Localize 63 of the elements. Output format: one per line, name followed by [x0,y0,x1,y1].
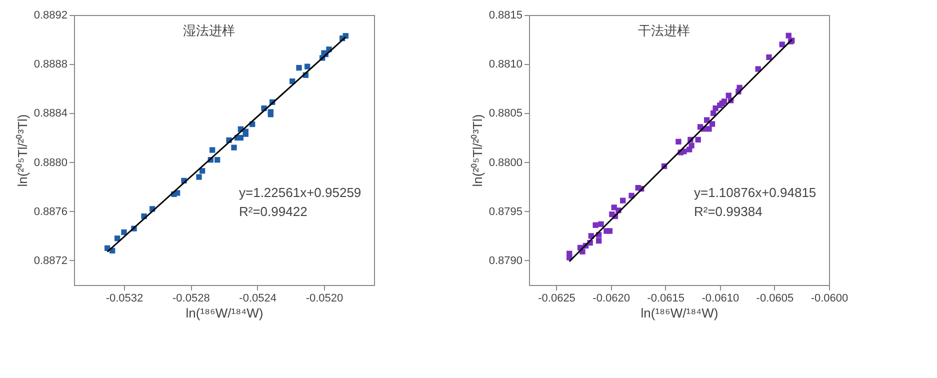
point [196,174,202,180]
x-tick-label: -0.0600 [810,292,848,304]
x-tick-label: -0.0615 [647,292,685,304]
x-tick-label: -0.0520 [306,292,344,304]
point [695,136,701,143]
x-tick-label: -0.0532 [106,292,144,304]
point [242,128,248,134]
point [214,156,220,163]
y-tick-label: 0.8805 [488,108,522,120]
point [121,229,127,236]
point [706,126,712,132]
y-tick-label: 0.8884 [34,108,68,120]
y-axis-title: ln(²⁰⁵Tl/²⁰³Tl) [470,114,485,187]
annotation: y=1.10876x+0.94815 [694,185,816,200]
point [268,112,274,118]
x-tick-label: -0.0620 [592,292,630,304]
point [779,42,785,48]
point [704,117,710,123]
point [709,121,716,127]
point [620,198,626,204]
x-tick-label: -0.0610 [702,292,740,304]
annotation: y=1.22561x+0.95259 [239,185,362,200]
point [688,142,694,148]
point [721,98,728,104]
annotation: R²=0.99422 [239,204,308,220]
point [231,144,237,150]
point [210,147,216,153]
x-tick-label: -0.0625 [538,292,576,304]
point [766,54,772,60]
point [726,92,732,98]
text: 湿法进样 [183,24,235,39]
y-tick-label: 0.8872 [34,254,68,267]
y-tick-label: 0.8800 [488,156,522,169]
point [606,228,613,234]
point [596,238,602,244]
point [755,66,761,72]
x-tick-label: -0.0528 [172,292,210,304]
x-tick-label: -0.0605 [756,292,794,304]
point [736,84,742,90]
point [598,221,604,227]
point [681,148,687,154]
x-tick-label: -0.0524 [239,292,276,304]
point [238,134,244,141]
text: 干法进样 [638,24,690,39]
y-tick-label: 0.8880 [34,156,68,169]
x-axis-title: ln(¹⁸⁶W/¹⁸⁴W) [640,306,718,320]
annotation: R²=0.99384 [694,204,762,220]
y-tick-label: 0.8892 [34,10,68,22]
y-tick-label: 0.8815 [488,10,522,22]
y-tick-label: 0.8888 [34,58,68,71]
point [304,64,310,70]
y-tick-label: 0.8795 [488,206,522,218]
point [114,236,120,242]
y-tick-label: 0.8810 [488,58,522,71]
y-axis-title: ln(²⁰⁵Tl/²⁰³Tl) [14,114,30,187]
y-tick-label: 0.8790 [488,254,522,267]
point [174,190,180,196]
y-tick-label: 0.8876 [34,206,68,218]
point [200,168,206,174]
point [676,138,682,144]
point [592,222,598,228]
point [296,64,302,71]
x-axis-title: ln(¹⁸⁶W/¹⁸⁴W) [186,306,264,320]
